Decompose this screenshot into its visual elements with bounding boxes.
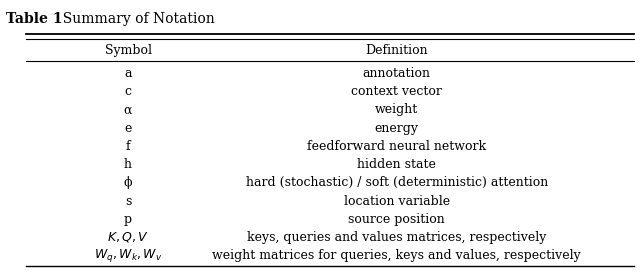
Text: context vector: context vector: [351, 85, 442, 98]
Text: e: e: [124, 122, 132, 135]
Text: h: h: [124, 158, 132, 171]
Text: c: c: [125, 85, 131, 98]
Text: $K, Q, V$: $K, Q, V$: [107, 230, 149, 245]
Text: weight: weight: [375, 103, 419, 116]
Text: feedforward neural network: feedforward neural network: [307, 140, 486, 153]
Text: location variable: location variable: [344, 194, 450, 208]
Text: keys, queries and values matrices, respectively: keys, queries and values matrices, respe…: [247, 231, 547, 244]
Text: α: α: [124, 103, 132, 116]
Text: source position: source position: [348, 213, 445, 226]
Text: s: s: [125, 194, 131, 208]
Text: p: p: [124, 213, 132, 226]
Text: Symbol: Symbol: [104, 44, 152, 57]
Text: Definition: Definition: [365, 44, 428, 57]
Text: a: a: [124, 67, 132, 80]
Text: $W_q, W_k, W_v$: $W_q, W_k, W_v$: [93, 247, 163, 264]
Text: ϕ: ϕ: [124, 176, 132, 189]
Text: Summary of Notation: Summary of Notation: [54, 12, 215, 26]
Text: hidden state: hidden state: [357, 158, 436, 171]
Text: hard (stochastic) / soft (deterministic) attention: hard (stochastic) / soft (deterministic)…: [246, 176, 548, 189]
Text: weight matrices for queries, keys and values, respectively: weight matrices for queries, keys and va…: [212, 249, 581, 262]
Text: Table 1: Table 1: [6, 12, 63, 26]
Text: f: f: [125, 140, 131, 153]
Text: energy: energy: [375, 122, 419, 135]
Text: annotation: annotation: [363, 67, 431, 80]
